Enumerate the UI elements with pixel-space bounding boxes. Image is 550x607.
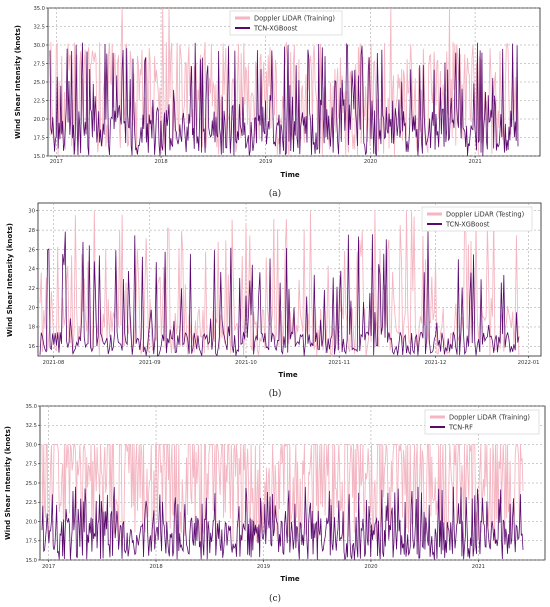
panel-c-x-ticks: 2017 2018 2019 2020 2021 [42,560,485,570]
panel-a-x-label: Time [280,171,299,179]
panel-b-caption: (b) [269,388,282,399]
y-tick-label: 27.5 [25,462,37,468]
x-tick-label: 2020 [364,564,377,570]
x-tick-label: 2020 [364,159,377,165]
panel-a-x-ticks: 2017 2018 2019 2020 2021 [50,156,482,165]
panel-c-observed-series [41,442,524,544]
panel-a-predicted-series [49,42,519,156]
panel-b-y-ticks: 16 18 20 22 24 26 28 30 [28,209,38,350]
y-tick-label: 24 [28,267,35,273]
y-tick-label: 22.5 [33,98,45,104]
panel-a-y-label: Wind Shear Intensity (knots) [14,25,22,139]
panel-b-legend-label-predicted: TCN-XGBoost [445,221,490,229]
panel-b-x-ticks: 2021-08 2021-09 2021-10 2021-11 2021-12 2022-… [43,356,540,366]
x-tick-label: 2018 [154,159,167,165]
panel-b-observed-series [39,210,520,358]
x-tick-label: 2018 [149,564,162,570]
predicted-series-line [41,486,524,561]
x-tick-label: 2021-11 [328,360,350,366]
panel-a: 15.0 17.5 20.0 22.5 25.0 27.5 30.0 32.5 35.0 201… [14,6,541,199]
y-tick-label: 27.5 [33,61,45,67]
y-tick-label: 17.5 [25,539,37,545]
y-tick-label: 26 [28,247,35,253]
y-tick-label: 22.5 [25,500,37,506]
y-tick-label: 35.0 [33,6,45,12]
y-tick-label: 20.0 [25,519,37,525]
x-tick-label: 2022-01 [518,360,540,366]
x-tick-label: 2017 [42,564,55,570]
panel-c-legend-label-predicted: TCN-RF [448,424,473,432]
x-tick-label: 2021 [472,564,485,570]
y-tick-label: 30 [28,209,35,215]
y-tick-label: 25.0 [33,80,45,86]
panel-b-y-label: Wind Shear Intensity (knots) [6,223,14,337]
y-tick-label: 15.0 [33,154,45,160]
y-tick-label: 18 [28,325,35,331]
y-tick-label: 28 [28,228,35,234]
panel-c-caption: (c) [269,593,281,604]
y-tick-label: 32.5 [33,24,45,30]
panel-c-legend-label-observed: Doppler LiDAR (Training) [449,414,530,422]
panel-b-predicted-series [39,231,520,357]
panel-b-x-label: Time [278,371,297,379]
panel-b-legend: Doppler LiDAR (Testing) TCN-XGBoost [421,206,533,232]
x-tick-label: 2021 [468,159,481,165]
y-tick-label: 15.0 [25,558,37,564]
panel-b-legend-box [421,206,533,232]
panel-c-legend-box [424,409,540,435]
panel-c-predicted-series [41,486,524,561]
panel-a-y-ticks: 15.0 17.5 20.0 22.5 25.0 27.5 30.0 32.5 35.0 [33,6,48,160]
predicted-series-line [49,42,519,156]
y-tick-label: 35.0 [25,404,37,410]
panel-b-legend-label-observed: Doppler LiDAR (Testing) [446,211,524,219]
panel-c: 15.0 17.5 20.0 22.5 25.0 27.5 30.0 32.5 35.0 201… [4,404,546,604]
panel-a-legend: Doppler LiDAR (Training) TCN-XGBoost [229,10,343,36]
panel-c-y-ticks: 15.0 17.5 20.0 22.5 25.0 27.5 30.0 32.5 35.0 [25,404,40,564]
panel-c-x-label: Time [280,575,299,583]
y-tick-label: 32.5 [25,423,37,429]
y-tick-label: 17.5 [33,135,45,141]
panel-a-legend-label-observed: Doppler LiDAR (Training) [254,15,335,23]
x-tick-label: 2019 [259,159,272,165]
observed-series-line [41,442,524,544]
panel-a-legend-label-predicted: TCN-XGBoost [253,25,298,33]
y-tick-label: 16 [28,344,35,350]
x-tick-label: 2021-08 [43,360,65,366]
panel-a-legend-box [229,10,343,36]
x-tick-label: 2021-10 [235,360,257,366]
x-tick-label: 2019 [257,564,270,570]
x-tick-label: 2021-09 [139,360,161,366]
panel-c-legend: Doppler LiDAR (Training) TCN-RF [424,409,540,435]
x-tick-label: 2021-12 [425,360,447,366]
y-tick-label: 25.0 [25,481,37,487]
y-tick-label: 22 [28,286,35,292]
y-tick-label: 20 [28,305,35,311]
x-tick-label: 2017 [50,159,63,165]
panel-a-caption: (a) [269,188,281,199]
y-tick-label: 30.0 [33,43,45,49]
y-tick-label: 30.0 [25,442,37,448]
panel-c-y-label: Wind Shear Intensity (knots) [4,426,12,540]
y-tick-label: 20.0 [33,117,45,123]
observed-series-line [39,210,520,358]
predicted-series-line [39,231,520,357]
